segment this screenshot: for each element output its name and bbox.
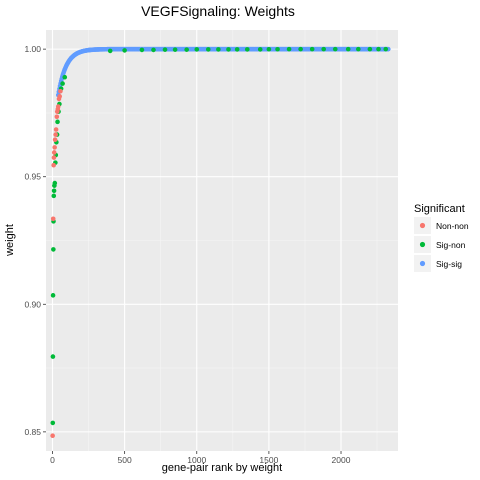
- point-sig-non: [309, 46, 315, 52]
- point-sig-non: [172, 47, 178, 52]
- point-sig-non: [51, 193, 57, 199]
- point-sig-non: [286, 46, 292, 52]
- point-sig-non: [55, 119, 60, 125]
- point-sig-non: [50, 354, 56, 359]
- point-sig-non: [332, 46, 338, 52]
- point-sig-non: [139, 47, 145, 53]
- point-non-non: [50, 433, 55, 438]
- point-sig-non: [244, 47, 250, 52]
- point-sig-non: [51, 247, 56, 252]
- legend-key-dot: [419, 222, 426, 229]
- grid-lines: [46, 30, 398, 451]
- point-sig-non: [383, 46, 389, 52]
- x-axis: 0 500 1000 1500 2000: [50, 451, 351, 465]
- y-tick-label: 0.95: [24, 172, 41, 182]
- y-tick-label: 0.85: [24, 427, 41, 437]
- point-non-non: [50, 216, 56, 222]
- point-non-non: [51, 150, 57, 155]
- point-sig-non: [367, 46, 373, 52]
- point-non-non: [51, 155, 57, 160]
- point-sig-non: [376, 46, 381, 52]
- point-sig-non: [50, 420, 56, 426]
- point-sig-non: [107, 48, 113, 54]
- legend-key-dot: [419, 260, 426, 267]
- point-sig-non: [122, 48, 127, 53]
- point-sig-non: [151, 47, 156, 53]
- x-tick-label: 0: [50, 455, 55, 465]
- point-sig-non: [356, 46, 361, 52]
- x-tick-label: 1500: [259, 455, 278, 465]
- x-tick-label: 1000: [187, 455, 206, 465]
- point-sig-non: [60, 81, 65, 86]
- point-sig-non: [162, 47, 168, 52]
- point-sig-non: [194, 47, 200, 52]
- point-sig-non: [216, 47, 221, 52]
- point-sig-non: [321, 46, 327, 52]
- legend-label: Sig-non: [436, 240, 466, 250]
- point-non-non: [51, 162, 56, 168]
- point-sig-non: [52, 180, 58, 186]
- y-axis: 0.85 0.90 0.95 1.00: [24, 44, 46, 437]
- point-sig-non: [275, 46, 280, 52]
- x-tick-label: 500: [118, 455, 132, 465]
- point-non-non: [57, 94, 62, 99]
- y-tick-label: 0.90: [24, 299, 41, 309]
- point-sig-non: [206, 47, 211, 52]
- point-non-non: [55, 104, 61, 109]
- legend: Significant Non-non Sig-non Sig-sig: [414, 203, 469, 272]
- data-points: [50, 46, 391, 438]
- point-non-non: [52, 145, 57, 150]
- point-sig-non: [234, 47, 240, 52]
- legend-key-dot: [419, 241, 426, 248]
- x-axis-title: gene-pair rank by weight: [162, 462, 282, 474]
- point-sig-non: [298, 46, 303, 52]
- point-sig-non: [50, 293, 56, 298]
- point-sig-non: [226, 47, 231, 52]
- point-sig-non: [257, 47, 263, 52]
- point-sig-non: [345, 46, 351, 52]
- x-tick-label: 2000: [332, 455, 351, 465]
- y-axis-title: weight: [4, 224, 16, 257]
- chart-title: VEGFSignaling: Weights: [141, 3, 295, 19]
- point-sig-non: [184, 47, 189, 52]
- point-non-non: [54, 114, 60, 120]
- legend-label: Sig-sig: [436, 259, 462, 269]
- point-sig-non: [266, 46, 272, 52]
- point-sig-non: [51, 188, 57, 194]
- point-sig-non: [62, 74, 68, 80]
- point-non-non: [52, 137, 58, 143]
- legend-label: Non-non: [436, 221, 469, 231]
- point-non-non: [58, 88, 63, 94]
- y-tick-label: 1.00: [24, 44, 41, 54]
- point-non-non: [53, 127, 59, 132]
- legend-title: Significant: [414, 203, 465, 215]
- point-non-non: [53, 132, 58, 137]
